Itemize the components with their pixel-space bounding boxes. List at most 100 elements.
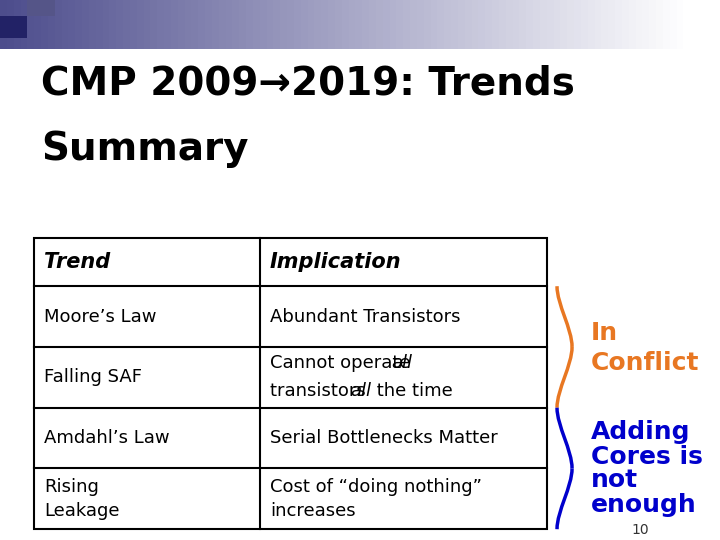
Bar — [61, 0, 68, 49]
Bar — [219, 0, 225, 49]
Bar — [677, 0, 683, 49]
Bar — [615, 0, 622, 49]
Bar — [601, 0, 608, 49]
Bar — [102, 0, 109, 49]
Bar — [438, 0, 444, 49]
Text: In: In — [591, 321, 618, 346]
Bar — [137, 0, 143, 49]
Bar — [410, 0, 417, 49]
Text: Trend: Trend — [45, 252, 111, 272]
Bar — [280, 0, 287, 49]
Bar — [656, 0, 663, 49]
Text: not: not — [591, 468, 639, 492]
Bar — [513, 0, 519, 49]
Text: Adding: Adding — [591, 420, 690, 444]
Bar — [540, 0, 546, 49]
Bar — [588, 0, 595, 49]
Bar — [34, 238, 546, 529]
Bar — [390, 0, 397, 49]
Bar — [444, 0, 451, 49]
Text: enough: enough — [591, 493, 697, 517]
Bar — [348, 0, 356, 49]
Bar — [574, 0, 581, 49]
Text: Cannot operate: Cannot operate — [270, 354, 416, 372]
Bar — [48, 0, 55, 49]
Bar — [383, 0, 390, 49]
Bar — [123, 0, 130, 49]
Bar — [670, 0, 677, 49]
Text: transistors: transistors — [270, 382, 372, 400]
Text: 10: 10 — [631, 523, 649, 537]
Bar — [356, 0, 362, 49]
Bar — [335, 0, 342, 49]
Bar — [642, 0, 649, 49]
Bar — [96, 0, 102, 49]
Bar — [233, 0, 239, 49]
Bar — [505, 0, 513, 49]
Bar — [6, 0, 14, 49]
Bar — [143, 0, 150, 49]
Bar — [287, 0, 294, 49]
Bar — [274, 0, 280, 49]
Bar — [294, 0, 301, 49]
Bar — [0, 0, 6, 49]
Bar — [89, 0, 96, 49]
Bar — [253, 0, 260, 49]
Bar — [567, 0, 574, 49]
Bar — [485, 0, 492, 49]
Bar — [397, 0, 403, 49]
Bar — [546, 0, 554, 49]
Bar — [225, 0, 233, 49]
Text: Cost of “doing nothing”
increases: Cost of “doing nothing” increases — [270, 478, 482, 519]
Bar — [82, 0, 89, 49]
Bar — [301, 0, 307, 49]
Bar — [109, 0, 116, 49]
Bar — [198, 0, 205, 49]
Bar — [266, 0, 274, 49]
Bar — [554, 0, 560, 49]
Bar — [315, 0, 321, 49]
Bar — [321, 0, 328, 49]
Bar — [260, 0, 266, 49]
Bar — [636, 0, 642, 49]
Bar — [499, 0, 505, 49]
Bar — [478, 0, 485, 49]
Text: Serial Bottlenecks Matter: Serial Bottlenecks Matter — [270, 429, 498, 447]
Text: Moore’s Law: Moore’s Law — [45, 308, 157, 326]
Bar — [424, 0, 431, 49]
Bar — [34, 0, 41, 49]
Text: Cores is: Cores is — [591, 444, 703, 469]
Bar — [663, 0, 670, 49]
Bar — [581, 0, 588, 49]
Bar — [342, 0, 348, 49]
Bar — [629, 0, 636, 49]
Bar — [519, 0, 526, 49]
Bar — [376, 0, 383, 49]
Bar — [595, 0, 601, 49]
Bar — [239, 0, 246, 49]
Bar — [533, 0, 540, 49]
Bar — [27, 0, 34, 49]
Bar — [492, 0, 499, 49]
Bar — [27, 0, 55, 16]
Text: Summary: Summary — [41, 130, 248, 167]
Text: Falling SAF: Falling SAF — [45, 368, 143, 386]
Text: Conflict: Conflict — [591, 351, 700, 375]
Bar — [622, 0, 629, 49]
Text: the time: the time — [371, 382, 453, 400]
Text: CMP 2009→2019: Trends: CMP 2009→2019: Trends — [41, 65, 575, 103]
Bar — [116, 0, 123, 49]
Text: Implication: Implication — [270, 252, 402, 272]
Bar — [403, 0, 410, 49]
Bar — [184, 0, 192, 49]
Bar — [649, 0, 656, 49]
Bar — [157, 0, 164, 49]
Bar — [362, 0, 369, 49]
Text: Amdahl’s Law: Amdahl’s Law — [45, 429, 170, 447]
Bar — [458, 0, 464, 49]
Bar — [328, 0, 335, 49]
Bar — [417, 0, 424, 49]
Text: Abundant Transistors: Abundant Transistors — [270, 308, 461, 326]
Bar — [464, 0, 472, 49]
Bar — [20, 0, 27, 49]
